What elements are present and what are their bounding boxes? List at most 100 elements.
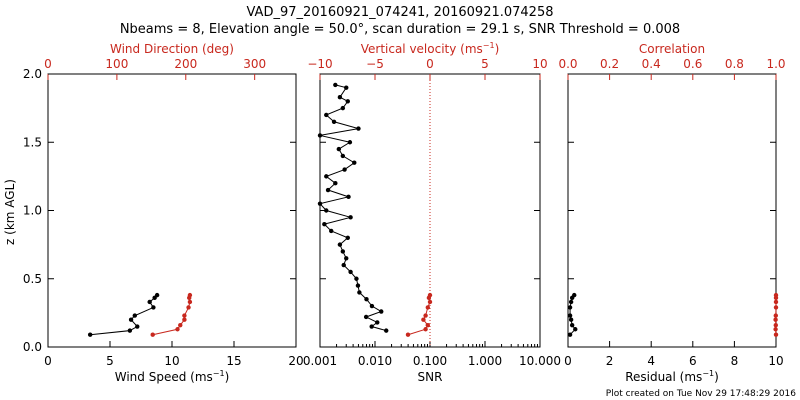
top-tick-label: 0.4 xyxy=(642,57,661,71)
top-tick-label: 10 xyxy=(532,57,547,71)
wind-direction-point xyxy=(187,299,193,305)
snr-point xyxy=(369,303,375,309)
wind-direction-point xyxy=(187,292,193,298)
residual-point xyxy=(567,332,573,337)
wind-direction-point xyxy=(182,317,187,322)
snr-point xyxy=(317,133,323,138)
wind-speed-point xyxy=(132,313,137,318)
top-tick-label: 0.2 xyxy=(600,57,619,71)
plot-footer: Plot created on Tue Nov 29 17:48:29 2016 xyxy=(606,389,796,399)
correlation-point xyxy=(773,313,778,318)
bottom-tick-label: 10.000 xyxy=(519,354,561,368)
vertical-velocity-point xyxy=(427,299,433,305)
snr-point xyxy=(369,324,374,329)
correlation-point xyxy=(773,322,778,328)
correlation-point xyxy=(773,327,778,332)
bottom-axis-label: SNR xyxy=(418,370,443,384)
residual-point xyxy=(569,322,575,328)
bottom-tick-label: 10 xyxy=(768,354,783,368)
y-tick-label: 1.0 xyxy=(23,204,42,218)
wind-direction-point xyxy=(150,332,155,337)
snr-point xyxy=(344,85,349,90)
snr-point xyxy=(322,221,327,227)
residual-point xyxy=(568,299,574,305)
top-axis-label: Wind Direction (deg) xyxy=(110,42,234,56)
bottom-tick-label: 15 xyxy=(226,354,241,368)
y-tick-label: 0.5 xyxy=(23,272,42,286)
bottom-tick-label: 0 xyxy=(44,354,52,368)
panel-1: 0 5 10 15 20 Wind Speed (ms−1) 0 100 200 300 Wind … xyxy=(23,42,304,384)
panel-2: 0.001 0.010 0.100 1.000 10.000 SNR −10 −5 0 5 10 Ve… xyxy=(303,41,561,384)
residual-point xyxy=(568,317,574,322)
snr-point xyxy=(352,160,357,165)
vertical-velocity-point xyxy=(423,327,428,332)
bottom-tick-label: 20 xyxy=(288,354,303,368)
vertical-velocity-point xyxy=(421,317,426,322)
wind-speed-point xyxy=(151,305,156,310)
top-tick-label: 300 xyxy=(243,57,266,71)
panel-1-frame xyxy=(47,73,297,348)
bottom-tick-label: 4 xyxy=(647,354,655,368)
snr-point xyxy=(375,320,380,325)
top-tick-label: −5 xyxy=(366,57,384,71)
bottom-tick-label: 0.010 xyxy=(358,354,392,368)
snr-point xyxy=(348,215,353,220)
snr-point xyxy=(347,140,353,145)
top-tick-label: −10 xyxy=(307,57,332,71)
snr-point xyxy=(344,256,349,261)
y-tick-label: 1.5 xyxy=(23,135,42,149)
snr-point xyxy=(331,119,337,124)
panel-3: 0 2 4 6 8 10 Residual (ms−1) 0.0 0.2 0.4 0.6 0.8 1.0… xyxy=(558,42,785,384)
top-tick-label: 0.0 xyxy=(558,57,577,71)
correlation-point xyxy=(773,317,778,322)
bottom-tick-label: 6 xyxy=(689,354,697,368)
vertical-velocity-point xyxy=(425,322,430,328)
snr-point xyxy=(341,262,346,268)
snr-point xyxy=(346,194,351,200)
bottom-tick-label: 0.100 xyxy=(413,354,447,368)
wind-speed-point xyxy=(154,292,160,298)
vertical-velocity-point xyxy=(423,313,428,318)
snr-point xyxy=(348,269,353,275)
top-tick-label: 0 xyxy=(426,57,434,71)
figure-title-line2: Nbeams = 8, Elevation angle = 50.0°, sca… xyxy=(120,22,680,37)
top-axis-label: Vertical velocity (ms−1) xyxy=(361,41,500,56)
bottom-tick-label: 2 xyxy=(606,354,614,368)
snr-point xyxy=(333,181,338,186)
top-tick-label: 1.0 xyxy=(766,57,785,71)
residual-point xyxy=(567,313,573,318)
snr-point xyxy=(333,82,338,88)
bottom-tick-label: 5 xyxy=(106,354,114,368)
snr-point xyxy=(337,95,343,100)
top-tick-label: 0.6 xyxy=(683,57,702,71)
bottom-tick-label: 8 xyxy=(731,354,739,368)
y-axis-label: z (km AGL) xyxy=(3,179,17,245)
figure-title-line1: VAD_97_20160921_074241, 20160921.074258 xyxy=(247,5,554,20)
wind-speed-point xyxy=(147,299,152,305)
wind-speed-point xyxy=(135,324,140,329)
correlation-point xyxy=(773,305,779,310)
snr-point xyxy=(340,105,346,111)
snr-point xyxy=(384,328,389,333)
wind-direction-point xyxy=(178,322,183,328)
vertical-velocity-point xyxy=(405,332,411,337)
bottom-axis-label: Residual (ms−1) xyxy=(625,369,719,384)
top-tick-label: 0.8 xyxy=(725,57,744,71)
snr-point xyxy=(355,283,361,288)
snr-point xyxy=(324,174,329,179)
residual-point xyxy=(567,305,573,310)
residual-point xyxy=(573,327,578,332)
wind-speed-point xyxy=(127,328,133,333)
snr-point xyxy=(340,153,346,159)
snr-point xyxy=(324,112,329,118)
y-tick-label: 2.0 xyxy=(23,67,42,81)
panel-2-frame xyxy=(319,73,541,348)
snr-point xyxy=(364,297,369,302)
wind-direction-point xyxy=(175,327,180,332)
top-tick-label: 5 xyxy=(481,57,489,71)
correlation-point xyxy=(773,299,779,305)
bottom-axis-label: Wind Speed (ms−1) xyxy=(115,369,230,384)
top-tick-label: 0 xyxy=(44,57,52,71)
snr-point xyxy=(357,290,362,295)
bottom-tick-label: 1.000 xyxy=(468,354,502,368)
